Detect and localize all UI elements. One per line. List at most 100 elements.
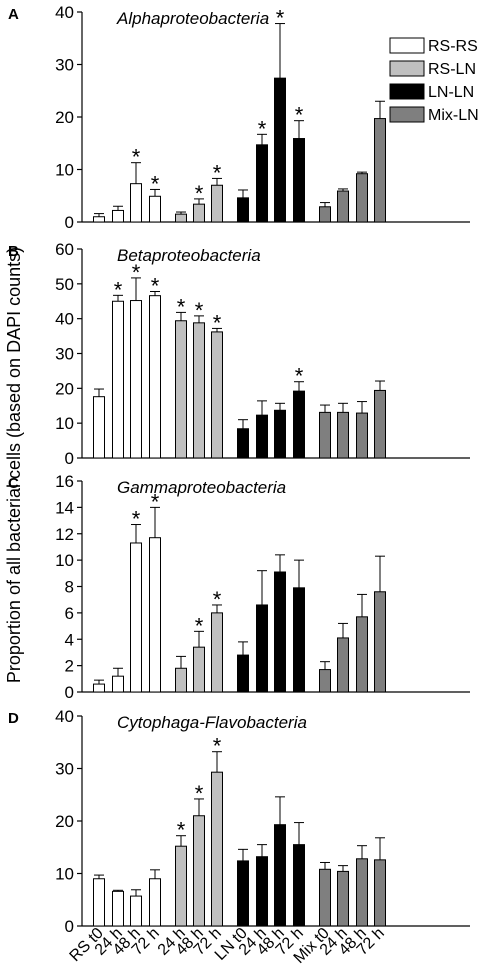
bar	[175, 213, 187, 223]
panel-letter: A	[8, 6, 19, 23]
y-tick-label: 14	[55, 498, 74, 517]
panel-letter: D	[8, 710, 19, 727]
bar	[211, 331, 223, 459]
y-tick-label: 10	[55, 161, 74, 180]
bar	[356, 858, 368, 927]
bar	[149, 878, 161, 927]
significance-star: *	[151, 489, 160, 514]
y-tick-label: 12	[55, 525, 74, 544]
y-tick-label: 0	[65, 449, 74, 468]
y-tick-label: 40	[55, 310, 74, 329]
legend-swatch	[389, 106, 425, 123]
bar	[356, 173, 368, 223]
y-tick-label: 40	[55, 707, 74, 726]
legend: RS-RS RS-LN LN-LN Mix-LN	[389, 37, 479, 124]
y-tick-label: 10	[55, 865, 74, 884]
bar	[274, 571, 286, 693]
panel-letter: C	[8, 475, 19, 492]
bar	[274, 77, 286, 223]
significance-star: *	[276, 6, 285, 31]
bar	[274, 409, 286, 459]
significance-star: *	[195, 298, 204, 323]
bar	[193, 322, 205, 459]
bar	[237, 860, 249, 927]
legend-swatch	[389, 60, 425, 77]
significance-star: *	[151, 171, 160, 196]
bar	[319, 868, 331, 927]
legend-label: Mix-LN	[428, 107, 479, 124]
bar	[293, 390, 305, 459]
bar	[319, 669, 331, 693]
bar	[337, 411, 349, 459]
bar	[93, 216, 105, 223]
bar	[293, 844, 305, 927]
y-tick-label: 40	[55, 3, 74, 22]
y-tick-label: 60	[55, 240, 74, 259]
bar	[211, 612, 223, 693]
significance-star: *	[177, 294, 186, 319]
bar	[319, 206, 331, 223]
y-tick-label: 0	[65, 213, 74, 232]
series-ln-ln: *	[237, 364, 305, 459]
bar	[274, 824, 286, 927]
bar	[237, 428, 249, 459]
bar	[337, 637, 349, 693]
bar	[237, 654, 249, 693]
bar	[337, 870, 349, 927]
series-rs-rs	[93, 869, 161, 927]
bar	[130, 183, 142, 223]
series-rs-ln: **	[175, 160, 223, 223]
significance-star: *	[132, 260, 141, 285]
y-tick-label: 30	[55, 760, 74, 779]
bar	[256, 604, 268, 693]
bar	[112, 300, 124, 459]
bar	[175, 667, 187, 693]
significance-star: *	[132, 145, 141, 170]
series-rs-ln: * * *	[175, 734, 223, 927]
y-tick-label: 0	[65, 917, 74, 936]
bar	[112, 890, 124, 927]
y-tick-label: 0	[65, 683, 74, 702]
panel-title: Gammaproteobacteria	[117, 478, 286, 497]
series-rs-rs: **	[93, 489, 161, 693]
series-mix-ln	[319, 837, 386, 927]
bar	[211, 184, 223, 223]
significance-star: *	[213, 734, 222, 759]
panel-title: Betaproteobacteria	[117, 246, 261, 265]
significance-star: *	[114, 277, 123, 302]
y-tick-label: 8	[65, 578, 74, 597]
y-tick-label: 30	[55, 56, 74, 75]
bar	[193, 203, 205, 223]
significance-star: *	[295, 103, 304, 128]
legend-label: RS-LN	[428, 61, 476, 78]
bar	[337, 190, 349, 223]
bar	[319, 411, 331, 459]
y-tick-label: 2	[65, 657, 74, 676]
bar	[149, 537, 161, 693]
significance-star: *	[213, 587, 222, 612]
panel-d: D Cytophaga-Flavobacteria 0 10 20 30 40 * * *	[8, 707, 470, 936]
significance-star: *	[132, 507, 141, 532]
bar	[356, 616, 368, 693]
bar	[93, 683, 105, 693]
bar	[130, 542, 142, 693]
y-axis-label: Proportion of all bacterial cells (based…	[4, 247, 24, 683]
bar	[293, 138, 305, 223]
bar	[193, 815, 205, 927]
bar	[149, 295, 161, 459]
y-tick-label: 50	[55, 275, 74, 294]
bar	[237, 197, 249, 223]
bar	[256, 414, 268, 459]
series-mix-ln	[319, 555, 386, 693]
y-tick-label: 20	[55, 379, 74, 398]
significance-star: *	[195, 181, 204, 206]
significance-star: *	[213, 310, 222, 335]
bar	[374, 389, 386, 459]
bar	[193, 646, 205, 693]
bar	[374, 118, 386, 223]
series-ln-ln: * * *	[237, 6, 305, 223]
